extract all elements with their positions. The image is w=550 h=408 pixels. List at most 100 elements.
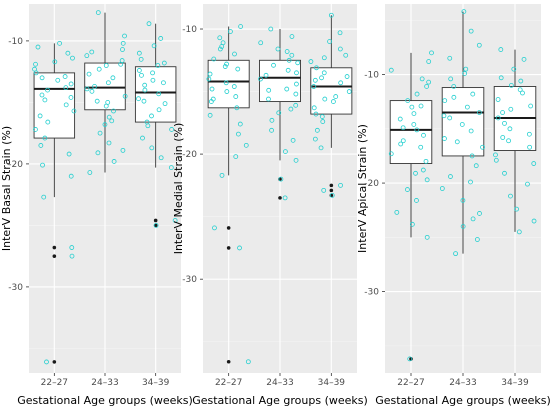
jitter-point	[258, 76, 263, 82]
jitter-point	[158, 36, 164, 41]
jitter-point	[447, 55, 453, 61]
jitter-point	[223, 80, 229, 86]
jitter-point	[442, 98, 448, 103]
jitter-point	[238, 24, 244, 29]
jitter-point	[138, 56, 144, 62]
jitter-point	[245, 359, 251, 365]
jitter-point	[158, 155, 164, 161]
jitter-point	[234, 105, 240, 111]
jitter-point	[474, 237, 480, 242]
jitter-point	[96, 66, 102, 72]
jitter-point	[424, 84, 430, 89]
jitter-point	[521, 56, 527, 62]
y-tick-label: -30	[364, 288, 379, 298]
jitter-point	[150, 77, 156, 83]
jitter-point	[219, 172, 225, 178]
jitter-point	[237, 121, 243, 127]
jitter-point	[528, 103, 534, 109]
jitter-point	[212, 225, 217, 231]
jitter-point	[33, 70, 39, 76]
jitter-point	[40, 162, 45, 168]
jitter-point	[153, 222, 159, 228]
jitter-point	[441, 113, 447, 119]
jitter-point	[400, 125, 406, 131]
x-tick-label: 34–39	[142, 378, 170, 388]
x-axis-label: Gestational Age groups (weeks)	[17, 394, 193, 407]
box-2	[310, 15, 353, 198]
jitter-point	[338, 182, 343, 188]
jitter-point	[525, 181, 530, 187]
x-tick-label: 24–33	[91, 378, 118, 388]
jitter-point	[293, 157, 299, 163]
jitter-point	[269, 117, 275, 123]
jitter-point	[314, 65, 319, 71]
jitter-point	[106, 140, 112, 146]
jitter-point	[470, 91, 476, 97]
jitter-point	[149, 113, 154, 119]
jitter-point	[338, 80, 344, 86]
jitter-point	[461, 9, 467, 14]
box-1	[84, 12, 126, 173]
jitter-point	[284, 86, 290, 92]
jitter-point	[418, 103, 424, 109]
jitter-point	[118, 61, 124, 67]
jitter-point	[495, 97, 501, 102]
jitter-point	[294, 70, 299, 76]
jitter-point	[473, 163, 479, 169]
jitter-point	[206, 76, 212, 82]
jitter-point	[493, 152, 498, 158]
jitter-point	[211, 56, 217, 62]
jitter-point	[146, 21, 152, 27]
jitter-point	[97, 130, 103, 136]
jitter-point	[89, 49, 95, 55]
jitter-point	[439, 186, 445, 191]
jitter-point	[37, 113, 43, 119]
jitter-point	[319, 114, 325, 119]
jitter-point	[156, 91, 162, 97]
jitter-point	[319, 75, 324, 81]
jitter-point	[329, 192, 335, 198]
box-iqr	[441, 87, 485, 157]
jitter-point	[293, 102, 299, 108]
jitter-point	[235, 66, 241, 72]
jitter-point	[68, 95, 74, 100]
y-tick-label: -20	[8, 160, 23, 170]
jitter-point	[283, 149, 288, 155]
jitter-point	[346, 89, 352, 94]
jitter-point	[41, 194, 47, 200]
jitter-point	[294, 81, 299, 87]
jitter-point	[84, 53, 90, 59]
x-tick-label: 24–33	[266, 378, 293, 388]
jitter-point	[337, 30, 343, 36]
jitter-point	[421, 132, 426, 138]
y-tick-label: -20	[182, 150, 197, 160]
jitter-point	[526, 131, 532, 137]
jitter-point	[506, 138, 511, 144]
jitter-point	[476, 42, 482, 48]
jitter-point	[266, 96, 271, 102]
jitter-point	[105, 100, 111, 105]
jitter-point	[468, 128, 474, 134]
jitter-point	[495, 115, 501, 121]
jitter-point	[162, 101, 168, 107]
jitter-point	[397, 116, 403, 122]
jitter-point	[337, 46, 343, 52]
jitter-point	[52, 59, 58, 65]
jitter-point	[398, 141, 404, 147]
jitter-point	[320, 119, 326, 124]
jitter-point	[313, 111, 319, 117]
jitter-point	[39, 75, 45, 81]
y-tick-label: -10	[182, 25, 197, 35]
jitter-point	[327, 39, 332, 44]
jitter-point	[388, 67, 394, 73]
jitter-point	[276, 110, 282, 116]
jitter-point	[63, 102, 69, 108]
jitter-point	[394, 209, 400, 215]
box-0	[33, 43, 76, 364]
jitter-point	[411, 111, 417, 117]
jitter-point	[42, 135, 48, 141]
jitter-point	[459, 122, 465, 127]
outlier-point	[226, 246, 231, 250]
jitter-point	[447, 115, 453, 121]
jitter-point	[172, 218, 178, 223]
